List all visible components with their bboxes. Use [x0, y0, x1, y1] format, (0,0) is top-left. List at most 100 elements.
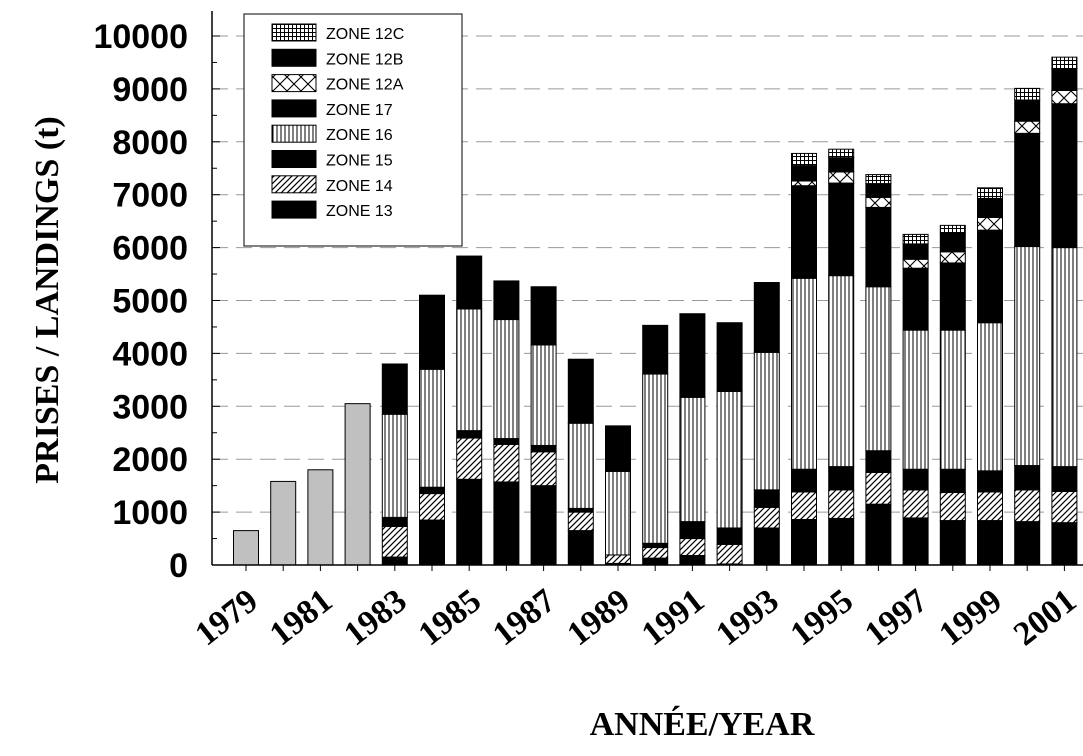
bar-segment-zone-12a-2001 — [1051, 89, 1078, 105]
bar-segment-zone-13-1996 — [865, 503, 892, 566]
bar-segment-zone-15-2000 — [1014, 465, 1041, 491]
bar-segment-zone-17-1990 — [642, 324, 669, 375]
x-tick-label: 1979 — [189, 582, 265, 653]
bar-segment-zone-12b-1998 — [939, 232, 966, 253]
bar-segment-zone-15-1992 — [716, 527, 743, 545]
bar-segment-zone-13-1988 — [567, 530, 594, 566]
y-tick-label: 2000 — [112, 441, 188, 479]
bar-segment-zone-16-1998 — [939, 329, 966, 470]
bar-segment-zone-16-1989 — [605, 470, 631, 556]
bar-segment-zone-13-1993 — [753, 527, 780, 566]
x-tick-label: 1981 — [263, 582, 339, 653]
bar-segment-zone-17-1989 — [605, 425, 631, 472]
bar-segment-zone-12c-1994 — [791, 152, 817, 167]
bar-segment-zone-12b-2000 — [1014, 99, 1041, 122]
legend-swatch-zone-17 — [271, 99, 317, 118]
bar-segment-zone-13-1990 — [642, 557, 669, 566]
legend-swatch-zone-12a — [271, 74, 317, 93]
bar-segment-zone-13-1997 — [902, 517, 929, 566]
bar-segment-zone-16-1986 — [493, 319, 520, 440]
x-tick-label: 1997 — [858, 582, 934, 653]
bar-segment-zone-12b-1994 — [791, 165, 817, 182]
legend-swatch-zone-15 — [271, 150, 317, 168]
y-axis-title: PRISES / LANDINGS (t) — [29, 116, 66, 483]
bar-segment-zone-17-1994 — [791, 185, 817, 279]
bar-segment-zone-12a-1996 — [865, 196, 892, 208]
legend-label-zone-17: ZONE 17 — [326, 102, 393, 119]
bar-segment-zone-17-1999 — [977, 229, 1003, 324]
legend-label-zone-12c: ZONE 12C — [326, 26, 404, 43]
bar-segment-zone-14-1992 — [716, 543, 743, 565]
bar-segment-zone-13-1983 — [381, 556, 408, 566]
bar-segment-zone-12b-1995 — [828, 157, 855, 173]
bar-segment-zone-16-1994 — [791, 277, 817, 470]
bar-segment-zone-16-1990 — [642, 373, 669, 544]
legend-label-zone-14: ZONE 14 — [326, 178, 393, 195]
bar-segment-zone-15-1984 — [419, 486, 445, 495]
y-tick-label: 1000 — [112, 494, 188, 532]
bar-segment-zone-17-1984 — [419, 294, 445, 370]
bar-segment-zone-16-1983 — [381, 413, 408, 518]
bar-segment-zone-16-1985 — [456, 308, 483, 432]
bar-segment-zone-14-1995 — [828, 489, 855, 519]
bar-segment-zone-16-1996 — [865, 286, 892, 452]
bar-segment-zone-13-1994 — [791, 519, 817, 566]
bars — [233, 56, 1078, 566]
legend-label-zone-13: ZONE 13 — [326, 203, 393, 220]
bar-segment-zone-14-1996 — [865, 471, 892, 505]
bar-segment-zone-15-1983 — [381, 516, 408, 527]
bar-segment-zone-16-1991 — [679, 396, 706, 523]
bar-segment-zone-13-2000 — [1014, 521, 1041, 566]
x-axis-title: ANNÉE/YEAR — [590, 706, 815, 743]
y-tick-label: 9000 — [112, 71, 188, 109]
bar-segment-zone-12b-1999 — [977, 197, 1003, 218]
bar-segment-zone-14-1998 — [939, 492, 966, 522]
y-tick-label: 10000 — [93, 18, 188, 56]
bar-segment-zone-12a-1997 — [902, 258, 929, 269]
bar-segment-zone-16-1995 — [828, 275, 855, 468]
y-tick-label: 3000 — [112, 388, 188, 426]
x-tick-label: 1995 — [784, 582, 860, 653]
bar-segment-zone-16-1993 — [753, 351, 780, 491]
bar-segment-zone-13-1991 — [679, 554, 706, 566]
bar-segment-zone-16-1992 — [716, 390, 743, 529]
bar-segment-zone-16-1988 — [567, 422, 594, 509]
bar-segment-zone-14-1994 — [791, 491, 817, 521]
legend-label-zone-16: ZONE 16 — [326, 127, 393, 144]
bar-total-1979 — [233, 530, 259, 566]
bar-segment-zone-12a-1995 — [828, 171, 855, 184]
bar-segment-zone-16-1997 — [902, 329, 929, 470]
bar-segment-zone-12c-1997 — [902, 233, 929, 245]
bar-segment-zone-17-1998 — [939, 262, 966, 331]
bar-segment-zone-17-2001 — [1051, 103, 1078, 249]
bar-segment-zone-15-1993 — [753, 489, 780, 508]
y-tick-label: 5000 — [112, 283, 188, 321]
x-tick-label: 1991 — [635, 582, 711, 653]
bar-segment-zone-14-1991 — [679, 538, 706, 556]
bar-segment-zone-15-1986 — [493, 438, 520, 445]
x-tick-label: 1999 — [933, 582, 1009, 653]
legend-label-zone-15: ZONE 15 — [326, 153, 393, 170]
bar-segment-zone-14-1984 — [419, 493, 445, 521]
x-tick-label: 1993 — [709, 582, 785, 653]
bar-segment-zone-12a-1999 — [977, 216, 1003, 231]
bar-segment-zone-14-1985 — [456, 437, 483, 480]
bar-segment-zone-13-1999 — [977, 520, 1003, 566]
bar-segment-zone-15-1987 — [530, 444, 557, 453]
y-tick-label: 7000 — [112, 177, 188, 215]
bar-total-1980 — [270, 480, 297, 566]
bar-segment-zone-17-1993 — [753, 282, 780, 353]
bar-segment-zone-12c-2001 — [1051, 56, 1078, 70]
bar-segment-zone-17-1996 — [865, 206, 892, 288]
bar-segment-zone-12a-2000 — [1014, 120, 1041, 134]
bar-segment-zone-12c-1999 — [977, 187, 1003, 199]
x-tick-label: 2001 — [1007, 582, 1083, 653]
bar-segment-zone-15-1995 — [828, 466, 855, 491]
bar-segment-zone-12b-1996 — [865, 183, 892, 198]
axes — [211, 11, 1083, 571]
bar-segment-zone-13-1998 — [939, 520, 966, 566]
bar-segment-zone-12b-1997 — [902, 243, 929, 260]
bar-segment-zone-12c-2000 — [1014, 87, 1041, 101]
y-tick-label: 4000 — [112, 335, 188, 373]
bar-segment-zone-13-1986 — [493, 481, 520, 566]
